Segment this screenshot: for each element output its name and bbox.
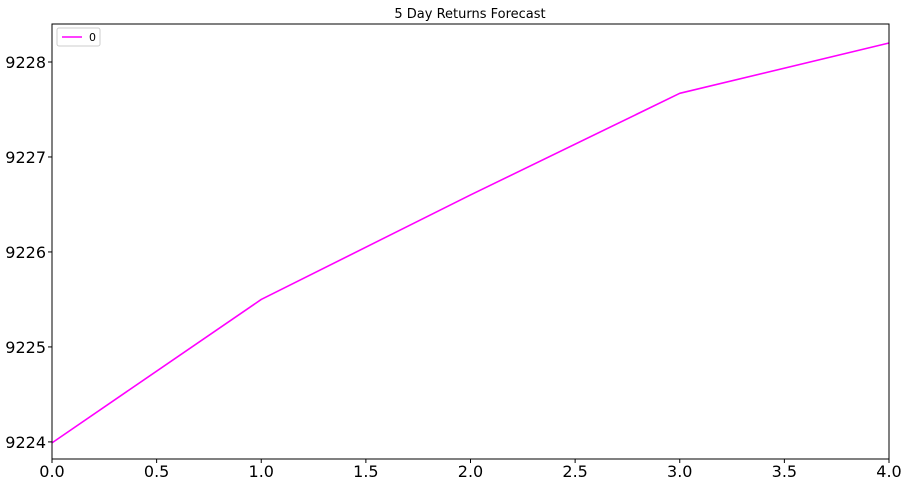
series-line-0 bbox=[51, 42, 890, 444]
x-tick-label: 1.5 bbox=[353, 462, 378, 481]
y-axis: 9224 9225 9226 9227 9228 bbox=[5, 53, 52, 452]
x-tick-label: 0.0 bbox=[39, 462, 64, 481]
x-tick-label: 1.0 bbox=[249, 462, 274, 481]
y-tick-label: 9228 bbox=[5, 53, 46, 72]
legend: 0 bbox=[56, 27, 101, 47]
x-tick-label: 4.0 bbox=[876, 462, 901, 481]
x-tick-label: 3.5 bbox=[772, 462, 797, 481]
chart-title: 5 Day Returns Forecast bbox=[394, 7, 545, 22]
y-tick-label: 9226 bbox=[5, 243, 46, 262]
x-tick-label: 2.5 bbox=[562, 462, 587, 481]
plot-frame bbox=[51, 23, 890, 460]
plot-area bbox=[51, 23, 890, 460]
x-tick-label: 2.0 bbox=[458, 462, 483, 481]
y-tick-label: 9227 bbox=[5, 148, 46, 167]
legend-label: 0 bbox=[89, 31, 96, 44]
x-axis: 0.0 0.5 1.0 1.5 2.0 2.5 3.0 3.5 4.0 bbox=[39, 459, 902, 481]
x-tick-label: 3.0 bbox=[667, 462, 692, 481]
y-tick-label: 9225 bbox=[5, 338, 46, 357]
y-tick-label: 9224 bbox=[5, 433, 46, 452]
x-tick-label: 0.5 bbox=[144, 462, 169, 481]
